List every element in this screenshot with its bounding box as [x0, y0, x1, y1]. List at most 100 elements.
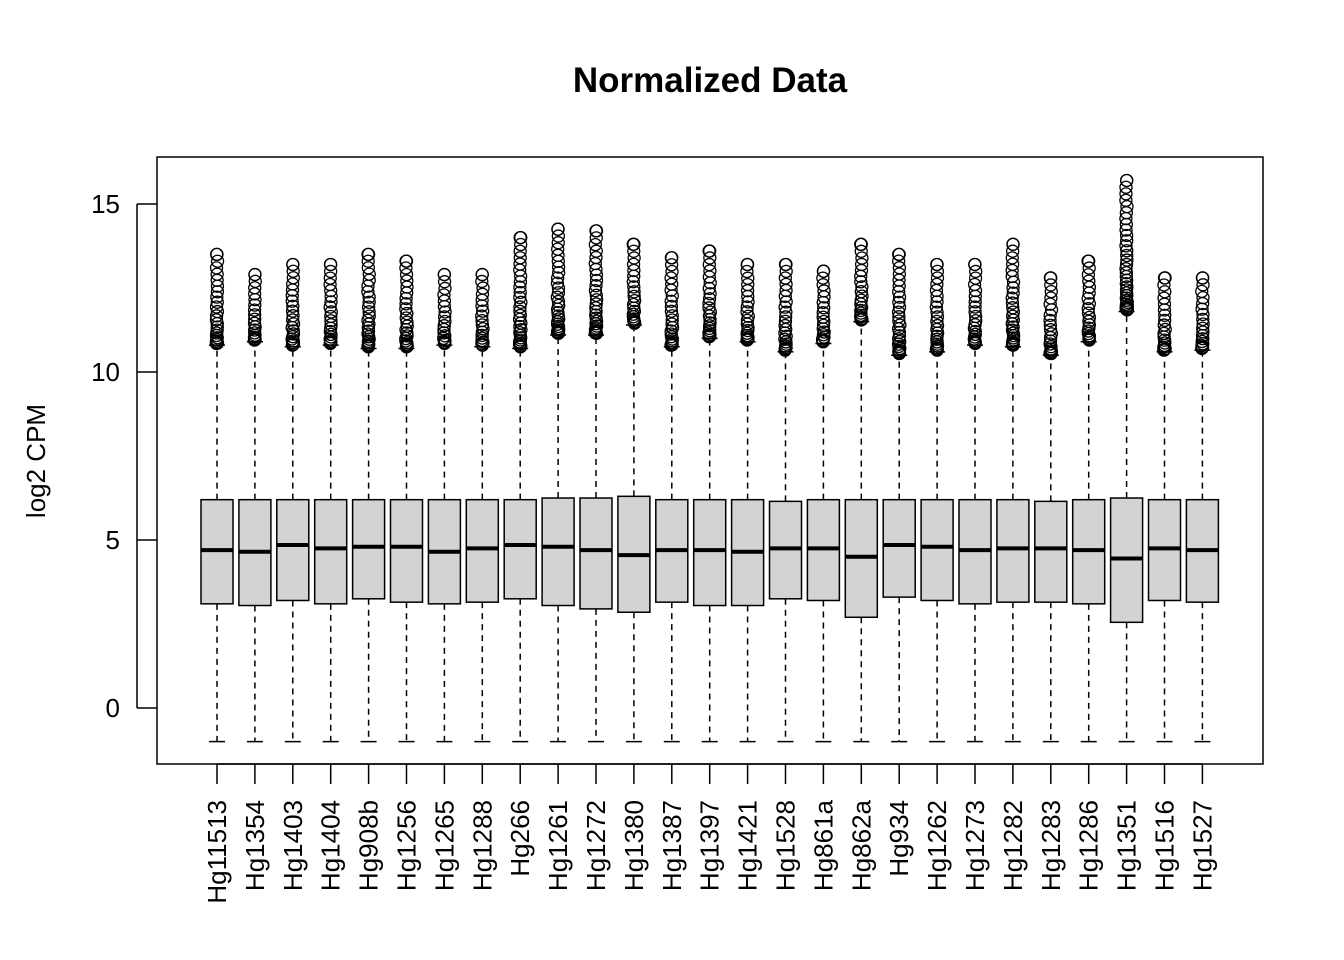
outlier-point	[438, 281, 452, 296]
x-tick-label: Hg1283	[1036, 800, 1066, 891]
outlier-point	[399, 302, 413, 316]
x-tick-label: Hg1380	[619, 800, 649, 891]
outlier-point	[664, 304, 679, 318]
x-tick-label: Hg1528	[771, 800, 801, 891]
box-Hg1404	[313, 257, 348, 743]
outlier-point	[209, 313, 224, 327]
outlier-point	[209, 309, 224, 323]
outlier-point	[892, 314, 906, 328]
outlier-point	[930, 318, 945, 333]
outlier-point	[1119, 257, 1134, 272]
outlier-point	[702, 296, 716, 311]
outlier-point	[323, 300, 337, 314]
outlier-point	[1006, 244, 1020, 258]
outlier-point	[1043, 308, 1057, 322]
outlier-max-point	[437, 267, 452, 282]
outlier-point	[627, 289, 641, 304]
outlier-point	[210, 295, 224, 309]
outlier-max-point	[1006, 237, 1020, 251]
outlier-point	[740, 264, 754, 279]
outlier-point	[1043, 313, 1057, 328]
x-tick-label: Hg1272	[581, 800, 611, 891]
x-tick-label: Hg1354	[240, 800, 270, 891]
outlier-point	[589, 231, 603, 245]
outlier-point	[551, 229, 565, 243]
outlier-point	[779, 277, 793, 292]
outlier-point	[513, 244, 527, 258]
outlier-point	[324, 295, 338, 309]
outlier-point	[1119, 276, 1133, 291]
outlier-point	[817, 314, 831, 329]
chart-title: Normalized Data	[573, 61, 848, 100]
outlier-point	[1119, 228, 1134, 243]
outlier-point	[324, 264, 338, 279]
outlier-point	[930, 314, 944, 329]
outlier-point	[588, 283, 603, 298]
box-iqr	[1034, 500, 1068, 603]
outlier-point	[665, 309, 679, 323]
outlier-max-point	[665, 251, 679, 265]
outlier-point	[1005, 251, 1019, 265]
outlier-point	[627, 244, 641, 258]
outlier-point	[1195, 284, 1209, 299]
outlier-point	[892, 300, 907, 315]
x-tick-label: Hg1403	[278, 800, 308, 891]
outlier-point	[589, 297, 603, 311]
outlier-point	[1196, 312, 1210, 327]
outlier-point	[741, 271, 755, 285]
outlier-point	[551, 242, 565, 256]
box-iqr	[389, 498, 424, 603]
outlier-point	[892, 329, 907, 343]
outlier-point	[209, 300, 224, 314]
outlier-point	[513, 257, 527, 271]
outlier-point	[247, 316, 262, 330]
outlier-point	[248, 281, 262, 295]
outlier-point	[627, 285, 641, 299]
outlier-max-point	[778, 257, 793, 272]
outlier-point	[855, 280, 869, 294]
box-Hg1286	[1071, 254, 1106, 743]
outlier-point	[551, 286, 566, 300]
outlier-point	[210, 323, 224, 337]
outlier-max-point	[399, 254, 414, 268]
box-Hg861a	[806, 264, 841, 743]
outlier-point	[741, 277, 755, 292]
outlier-point	[589, 288, 603, 302]
outlier-point	[969, 264, 983, 279]
outlier-point	[665, 317, 679, 331]
outlier-point	[514, 295, 528, 309]
outlier-point	[1005, 296, 1020, 310]
x-tick-label: Hg1286	[1074, 800, 1104, 891]
outlier-max-point	[1195, 271, 1210, 285]
outlier-point	[1081, 301, 1095, 316]
outlier-point	[513, 304, 527, 318]
outlier-point	[1120, 299, 1134, 313]
outlier-point	[779, 310, 793, 324]
outlier-point	[361, 254, 375, 268]
outlier-point	[969, 314, 983, 328]
outlier-point	[1120, 199, 1134, 214]
outlier-point	[930, 310, 945, 324]
outlier-point	[1006, 286, 1020, 300]
outlier-point	[1196, 325, 1210, 339]
outlier-point	[967, 277, 982, 292]
outlier-max-point	[589, 224, 603, 238]
outlier-point	[362, 295, 376, 309]
box-Hg1528	[768, 257, 803, 743]
x-tick-label: Hg266	[505, 800, 535, 877]
box-iqr	[920, 498, 954, 602]
outlier-point	[665, 277, 679, 291]
y-tick-label: 0	[106, 693, 120, 723]
outlier-point	[210, 320, 224, 334]
outlier-point	[968, 295, 982, 309]
box-Hg1273	[958, 257, 992, 743]
outlier-point	[1044, 284, 1058, 299]
x-tick-label: Hg1262	[922, 800, 952, 891]
box-Hg1261	[541, 222, 575, 743]
outlier-point	[514, 237, 528, 252]
x-tick-label: Hg1421	[733, 800, 763, 891]
x-axis: Hg11513 Hg1354 Hg1403 Hg1404 Hg908b Hg1256 Hg1…	[202, 763, 1217, 904]
outlier-point	[513, 251, 527, 265]
outlier-point	[891, 305, 906, 319]
outlier-point	[210, 290, 224, 304]
